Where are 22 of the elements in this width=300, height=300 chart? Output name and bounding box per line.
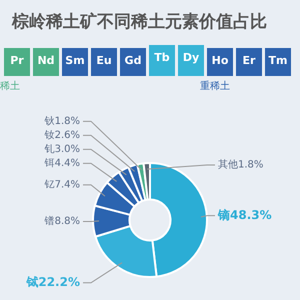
slice-label: 铒4.4% <box>44 158 80 169</box>
slice-label: 镝48.3% <box>217 208 272 222</box>
slice-label: 钕2.6% <box>44 130 80 141</box>
text: 稀土 <box>0 80 20 93</box>
text: Nd <box>33 48 59 76</box>
text: Ho <box>207 48 233 76</box>
chart-title: 棕岭稀土矿不同稀土元素价值占比 <box>12 11 267 33</box>
text: Tb <box>149 45 175 76</box>
slice-label: 钬1.8% <box>44 116 80 127</box>
text: Eu <box>91 48 117 76</box>
slice-label: 钆3.0% <box>44 144 80 155</box>
text: Pr <box>4 48 30 76</box>
text: Dy <box>178 45 204 76</box>
slice-label: 其他1.8% <box>218 158 264 171</box>
slice-label: 镨8.8% <box>44 215 80 228</box>
slice-label: 铽22.2% <box>25 274 80 289</box>
text: 重稀土 <box>200 80 230 93</box>
text: Gd <box>120 48 146 76</box>
slice-label: 钇7.4% <box>44 179 80 190</box>
text: Er <box>236 48 262 76</box>
text: Sm <box>62 48 88 76</box>
text: Tm <box>265 48 291 76</box>
